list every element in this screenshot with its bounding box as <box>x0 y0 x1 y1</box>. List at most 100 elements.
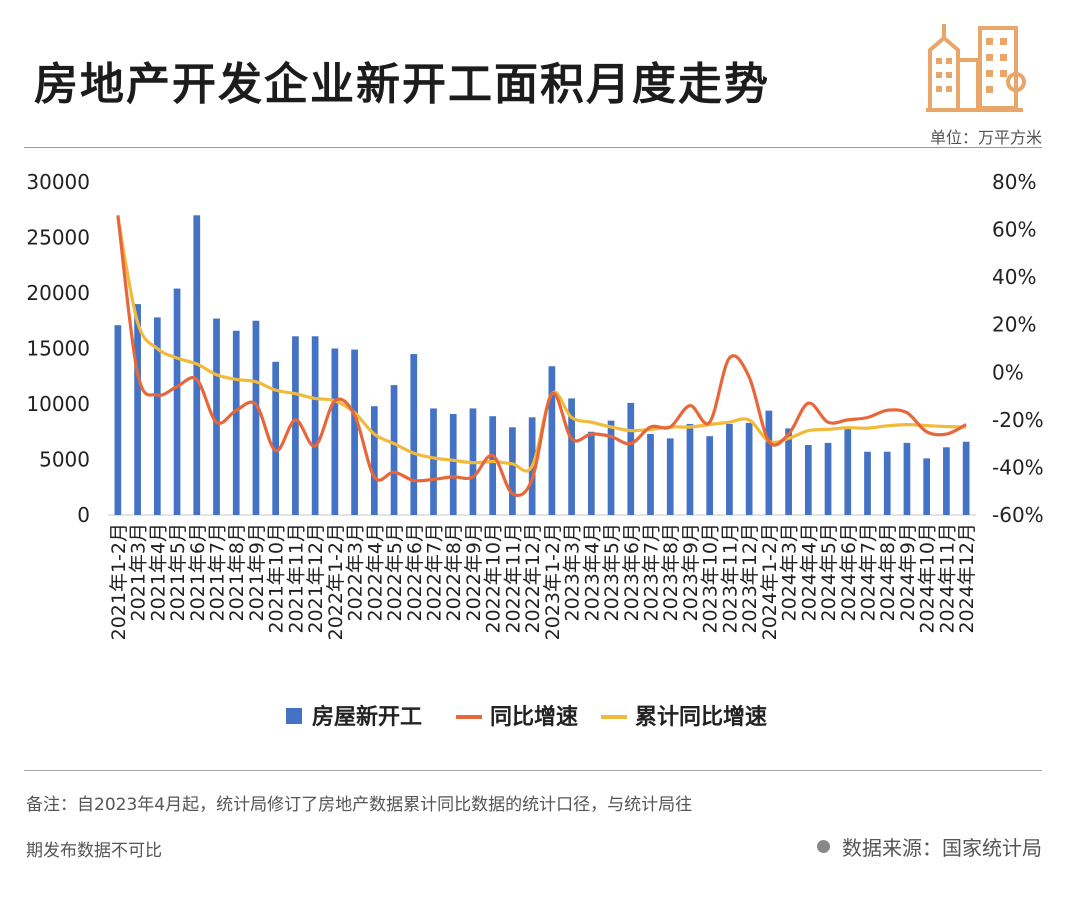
bar <box>943 447 950 515</box>
bar <box>331 348 339 515</box>
x-tick-label: 2022年10月 <box>483 523 505 634</box>
x-tick-label: 2022年1-2月 <box>325 523 347 640</box>
x-tick-label: 2023年11月 <box>719 523 741 634</box>
y-left-tick-label: 30000 <box>26 170 90 194</box>
x-tick-label: 2022年5月 <box>384 523 406 621</box>
bar <box>430 408 437 515</box>
bar <box>607 420 615 515</box>
x-tick-label: 2022年3月 <box>345 523 367 621</box>
y-left-tick-label: 0 <box>77 503 90 527</box>
footer-divider <box>24 770 1042 771</box>
bar <box>627 402 635 515</box>
bar <box>962 441 970 515</box>
bar <box>804 445 812 515</box>
bar <box>232 330 240 515</box>
x-tick-label: 2024年8月 <box>877 523 899 621</box>
y-left-tick-label: 25000 <box>26 226 90 250</box>
bar <box>449 413 457 515</box>
data-source-text: 数据来源：国家统计局 <box>842 836 1042 860</box>
yoy-series-line <box>116 215 967 497</box>
x-tick-label: 2022年9月 <box>463 523 485 621</box>
x-tick-label: 2024年3月 <box>779 523 801 621</box>
y-right-tick-label: -60% <box>992 503 1044 527</box>
header-divider <box>24 147 1042 148</box>
page-title: 房地产开发企业新开工面积月度走势 <box>34 59 770 110</box>
x-tick-label: 2023年6月 <box>621 523 643 621</box>
bar <box>844 427 852 515</box>
x-tick-label: 2021年6月 <box>187 523 209 621</box>
y-left-tick-label: 15000 <box>26 337 90 361</box>
bar <box>923 458 931 515</box>
footnote-line-1: 备注：自2023年4月起，统计局修订了房地产数据累计同比数据的统计口径，与统计局… <box>26 795 693 815</box>
bar <box>686 423 694 515</box>
bar <box>272 361 280 515</box>
bar <box>370 406 378 515</box>
x-tick-label: 2022年11月 <box>502 523 524 634</box>
x-tick-label: 2024年5月 <box>818 523 840 621</box>
x-tick-label: 2024年11月 <box>936 523 958 634</box>
bar <box>726 423 733 515</box>
bar <box>134 304 141 515</box>
x-tick-label: 2023年12月 <box>739 523 761 634</box>
bar <box>647 433 654 515</box>
x-tick-label: 2023年9月 <box>680 523 702 621</box>
x-tick-label: 2024年4月 <box>798 523 820 621</box>
bar <box>311 336 319 515</box>
x-tick-label: 2022年4月 <box>364 523 386 621</box>
x-tick-label: 2023年4月 <box>581 523 603 621</box>
x-tick-label: 2022年6月 <box>404 523 426 621</box>
x-tick-label: 2023年1-2月 <box>542 523 564 640</box>
x-tick-label: 2021年12月 <box>305 523 327 634</box>
data-source: 数据来源：国家统计局 <box>817 832 1042 861</box>
x-tick-label: 2021年7月 <box>207 523 229 621</box>
bar <box>213 318 220 515</box>
x-tick-label: 2021年5月 <box>167 523 189 621</box>
legend-swatch <box>286 708 302 724</box>
y-right-tick-label: -40% <box>992 455 1044 479</box>
legend-item-bar: 房屋新开工 <box>312 704 422 730</box>
x-tick-label: 2023年5月 <box>601 523 623 621</box>
bar <box>706 436 714 515</box>
x-tick-label: 2021年3月 <box>128 523 150 621</box>
x-tick-label: 2022年7月 <box>424 523 446 621</box>
x-tick-label: 2022年12月 <box>522 523 544 634</box>
x-tick-label: 2021年9月 <box>246 523 268 621</box>
y-left-tick-label: 5000 <box>39 448 90 472</box>
bar <box>765 410 773 515</box>
y-left-tick-label: 20000 <box>26 281 90 305</box>
x-tick-label: 2024年10月 <box>917 523 939 634</box>
footnote-line-2: 期发布数据不可比 <box>26 841 162 861</box>
bar <box>390 385 398 515</box>
bar <box>153 317 161 515</box>
bar <box>292 336 299 515</box>
chart: 0 5000 10000 15000 20000 25000 30000 -60% -40% -2… <box>26 170 1044 730</box>
bar <box>351 349 358 515</box>
x-tick-label: 2021年4月 <box>147 523 169 621</box>
x-tick-label: 2021年8月 <box>226 523 248 621</box>
unit-label: 单位：万平方米 <box>929 128 1042 147</box>
bar <box>114 325 122 515</box>
bar <box>903 442 911 515</box>
y-right-tick-label: -20% <box>992 408 1044 432</box>
x-tick-label: 2024年7月 <box>858 523 880 621</box>
x-tick-label: 2022年8月 <box>443 523 465 621</box>
dot-icon <box>817 840 830 853</box>
bar <box>548 366 556 515</box>
y-right-tick-label: 60% <box>992 218 1036 242</box>
x-tick-label: 2021年1-2月 <box>108 523 130 640</box>
x-tick-label: 2023年3月 <box>562 523 584 621</box>
y-left-tick-label: 10000 <box>26 392 90 416</box>
bar <box>489 416 497 515</box>
bar <box>173 288 181 515</box>
x-tick-label: 2024年1-2月 <box>759 523 781 640</box>
x-tick-label: 2024年6月 <box>838 523 860 621</box>
bar <box>745 422 753 515</box>
bar <box>410 354 418 515</box>
x-tick-label: 2023年7月 <box>641 523 663 621</box>
y-right-tick-label: 20% <box>992 313 1036 337</box>
bar <box>509 427 516 515</box>
x-tick-label: 2021年10月 <box>266 523 288 634</box>
x-tick-label: 2024年9月 <box>897 523 919 621</box>
x-tick-label: 2023年8月 <box>660 523 682 621</box>
bar <box>666 438 674 515</box>
